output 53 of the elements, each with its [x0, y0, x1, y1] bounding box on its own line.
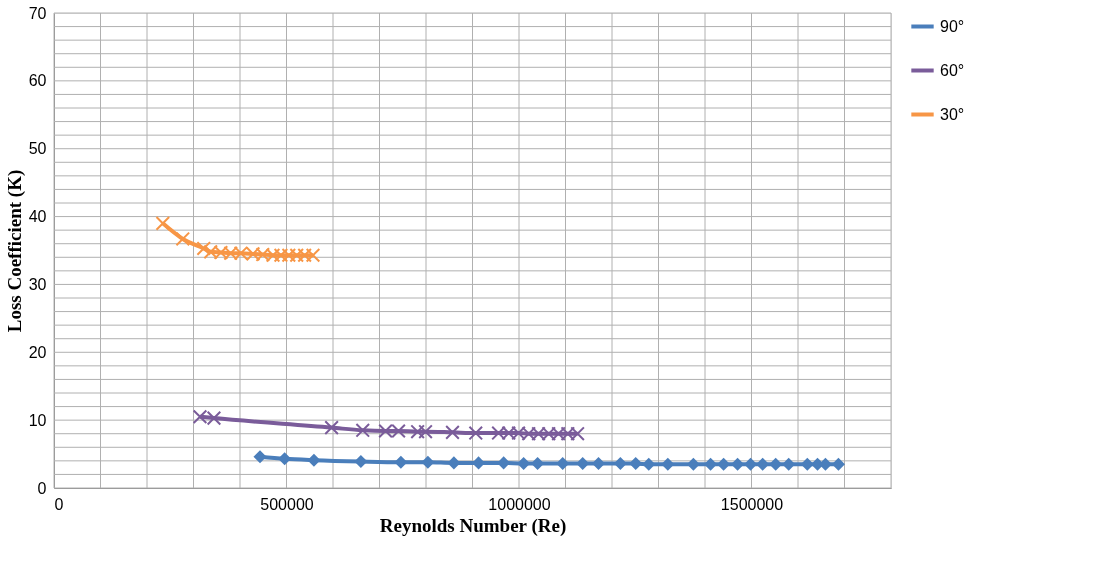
point — [355, 423, 371, 438]
point — [704, 457, 718, 471]
point — [629, 457, 643, 471]
point — [661, 457, 675, 471]
point — [592, 457, 606, 471]
x-tick-label: 1000000 — [488, 495, 551, 513]
x-axis-title: Reynolds Number (Re) — [379, 514, 567, 537]
point — [468, 425, 484, 441]
point — [556, 457, 570, 471]
point — [686, 457, 700, 471]
point — [831, 457, 845, 471]
y-tick-label: 70 — [28, 4, 47, 22]
point — [421, 455, 435, 469]
point — [642, 457, 656, 471]
legend-label: 90° — [940, 17, 965, 35]
point — [278, 452, 292, 466]
legend-label: 30° — [940, 105, 965, 123]
point — [253, 450, 267, 464]
point — [447, 456, 461, 470]
point — [717, 457, 731, 471]
point — [517, 457, 531, 471]
point — [196, 241, 212, 256]
y-tick-label: 10 — [28, 411, 47, 429]
point — [744, 457, 758, 471]
point — [354, 455, 368, 469]
point — [445, 425, 460, 440]
y-axis-title: Loss Coefficient (K) — [3, 169, 26, 333]
point — [576, 457, 590, 471]
y-tick-label: 0 — [37, 479, 47, 497]
point — [800, 457, 814, 471]
point — [155, 216, 171, 231]
point — [394, 455, 408, 469]
point — [769, 457, 783, 471]
x-tick-label: 0 — [54, 495, 64, 513]
point — [782, 457, 796, 471]
point — [531, 457, 545, 471]
x-tick-label: 1500000 — [720, 495, 784, 513]
point — [497, 456, 511, 470]
point — [410, 424, 425, 439]
point — [756, 457, 770, 471]
point — [731, 457, 745, 471]
y-tick-label: 20 — [28, 343, 47, 361]
y-tick-label: 40 — [28, 208, 47, 226]
point — [175, 231, 191, 247]
point — [324, 420, 339, 435]
y-tick-label: 30 — [28, 275, 47, 293]
y-tick-label: 60 — [28, 72, 47, 90]
point — [307, 453, 321, 467]
x-tick-label: 500000 — [260, 495, 314, 513]
legend-label: 60° — [940, 61, 965, 79]
point — [613, 457, 627, 471]
y-tick-label: 50 — [28, 140, 47, 158]
point — [418, 424, 433, 439]
